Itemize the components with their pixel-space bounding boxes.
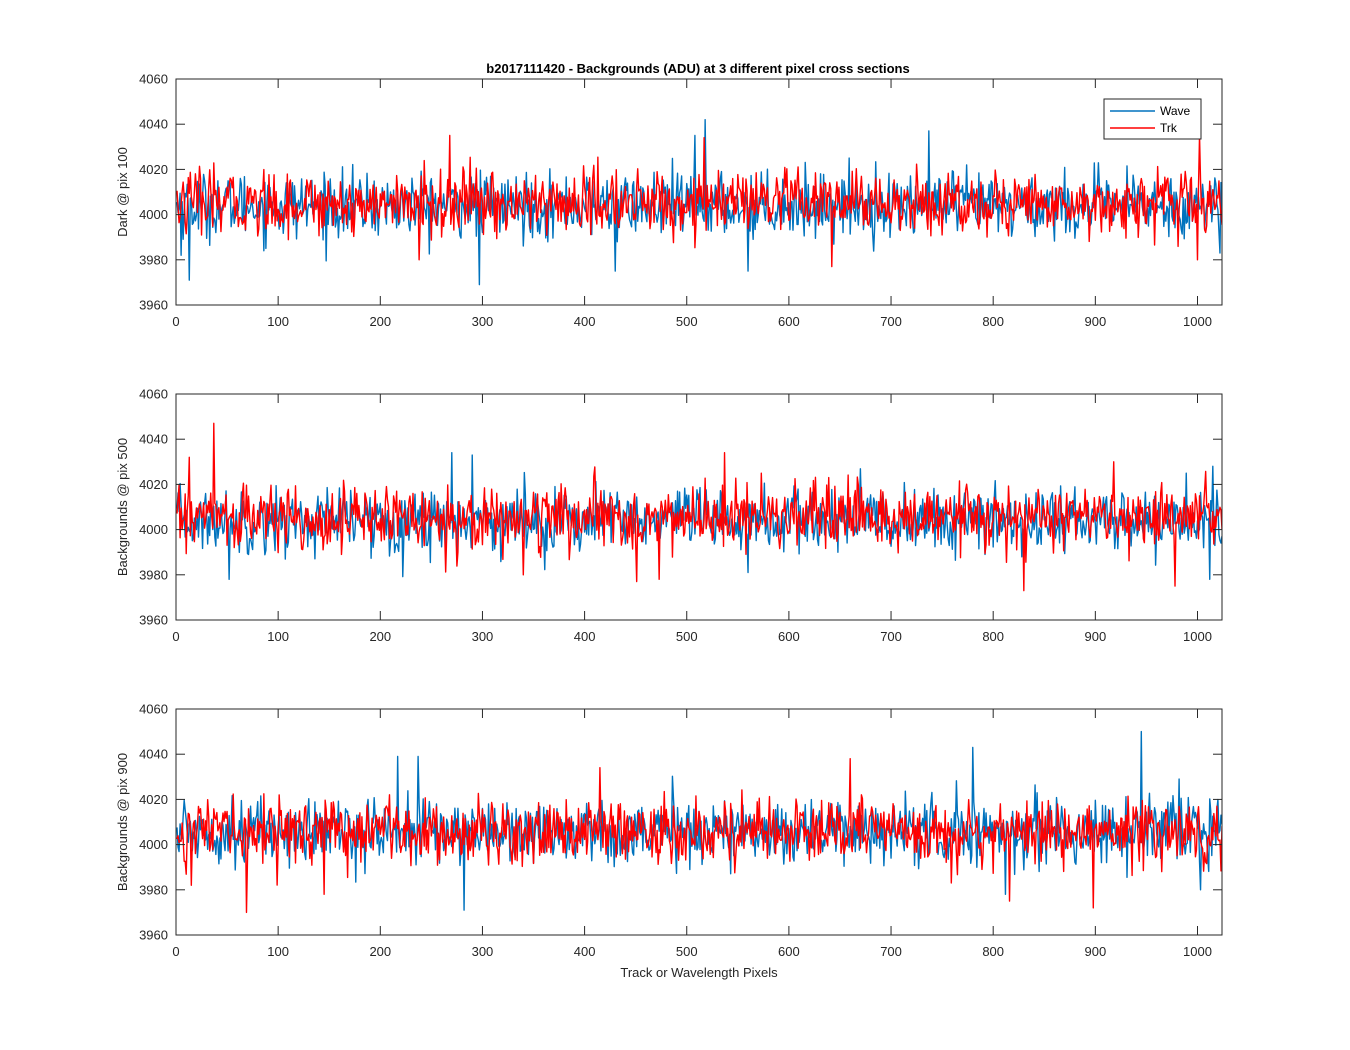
x-tick-label: 700 [880,314,902,329]
y-tick-label: 3960 [139,613,168,628]
y-tick-label: 4020 [139,792,168,807]
y-tick-label: 4040 [139,117,168,132]
y-tick-label: 4000 [139,522,168,537]
legend-label-wave: Wave [1160,104,1191,118]
x-tick-label: 500 [676,629,698,644]
series-group [176,118,1222,286]
x-tick-label: 200 [369,944,391,959]
x-tick-label: 0 [172,629,179,644]
y-axis-label: Dark @ pix 100 [115,147,130,237]
y-tick-label: 4060 [139,702,168,717]
x-tick-label: 1000 [1183,314,1212,329]
y-tick-label: 3960 [139,298,168,313]
series-line-trk [176,134,1222,268]
x-tick-label: 200 [369,629,391,644]
x-tick-label: 100 [267,629,289,644]
x-tick-label: 800 [982,944,1004,959]
y-tick-label: 4060 [139,72,168,87]
x-tick-label: 600 [778,944,800,959]
subplot-1: 0 100 200 300 400 500 600 700 800 900 1000 3960 3980… [115,72,1223,329]
x-tick-label: 500 [676,314,698,329]
series-line-trk [176,758,1222,914]
x-tick-label: 600 [778,629,800,644]
x-tick-label: 800 [982,629,1004,644]
x-tick-label: 800 [982,314,1004,329]
x-tick-label: 1000 [1183,944,1212,959]
axes-box [175,708,1223,936]
x-tick-label: 400 [574,629,596,644]
x-tick-label: 700 [880,629,902,644]
y-tick-label: 4060 [139,387,168,402]
x-tick-label: 700 [880,944,902,959]
x-tick-label: 600 [778,314,800,329]
series-line-trk [176,422,1222,592]
y-tick-label: 4020 [139,477,168,492]
y-tick-label: 4040 [139,432,168,447]
y-tick-label: 3980 [139,252,168,267]
axes-box [175,78,1223,306]
y-tick-label: 4000 [139,837,168,852]
x-tick-label: 900 [1084,944,1106,959]
x-tick-label: 1000 [1183,629,1212,644]
series-group [176,730,1222,914]
x-tick-label: 900 [1084,629,1106,644]
subplots: 0 100 200 300 400 500 600 700 800 900 100039603980… [115,72,1223,980]
y-tick-label: 4040 [139,747,168,762]
y-tick-label: 4020 [139,162,168,177]
x-tick-label: 0 [172,944,179,959]
figure-title: b2017111420 - Backgrounds (ADU) at 3 dif… [486,61,909,76]
y-tick-label: 4000 [139,207,168,222]
x-tick-label: 300 [472,314,494,329]
x-tick-label: 500 [676,944,698,959]
subplot-3: 0 100 200 300 400 500 600 700 800 900 1000 3960 3980… [115,702,1223,980]
x-tick-label: 100 [267,944,289,959]
y-axis-label: Backgrounds @ pix 500 [115,438,130,576]
y-tick-label: 3960 [139,928,168,943]
y-tick-label: 3980 [139,882,168,897]
y-tick-label: 3980 [139,567,168,582]
x-tick-label: 300 [472,629,494,644]
y-axis-label: Backgrounds @ pix 900 [115,753,130,891]
legend-box [1103,98,1202,140]
x-tick-label: 300 [472,944,494,959]
series-group [176,422,1222,592]
x-tick-label: 400 [574,944,596,959]
x-tick-label: 200 [369,314,391,329]
legend: Wave Trk [1103,98,1202,140]
x-tick-label: 0 [172,314,179,329]
legend-label-trk: Trk [1160,121,1178,135]
x-axis-label: Track or Wavelength Pixels [620,965,778,980]
x-tick-label: 900 [1084,314,1106,329]
subplot-2: 0 100 200 300 400 500 600 700 800 900 1000 3960 3980… [115,387,1223,644]
x-tick-label: 400 [574,314,596,329]
axes-box [175,393,1223,621]
x-tick-label: 100 [267,314,289,329]
